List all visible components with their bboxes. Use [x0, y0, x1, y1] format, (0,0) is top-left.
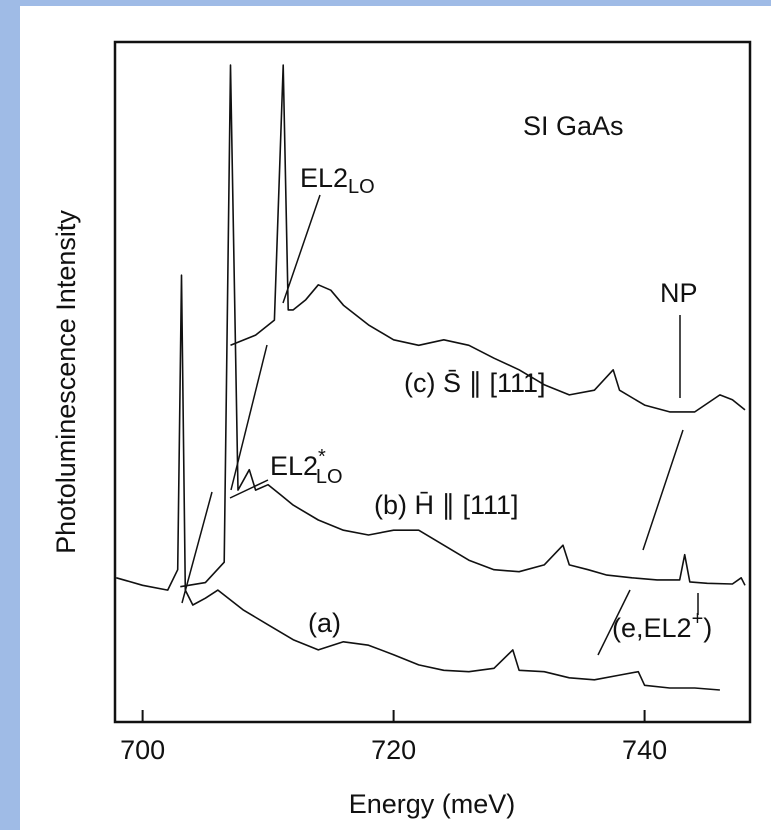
series-line: [116, 274, 720, 691]
plot-frame: [113, 40, 752, 724]
x-tick-label: 700: [120, 735, 165, 765]
annotation: EL2* LO: [270, 446, 343, 488]
annotation: (e,EL2+): [612, 608, 712, 643]
annotation-text: SI GaAs: [523, 111, 624, 141]
annotation: NP: [660, 278, 698, 308]
leader-line: [597, 589, 631, 656]
annotation-text: EL2: [270, 451, 318, 481]
annotation-text: EL2: [300, 163, 348, 193]
series-line: [180, 64, 746, 588]
leader-line: [642, 429, 684, 551]
annotation-sup: *: [318, 446, 326, 468]
leader-line: [181, 491, 213, 604]
annotation-text: (e,EL2: [612, 613, 692, 643]
annotation: SI GaAs: [523, 111, 624, 141]
series-label: (a): [308, 608, 341, 638]
x-tick-label: 740: [622, 735, 667, 765]
leader-line: [282, 194, 321, 304]
annotation-text: ): [703, 613, 712, 643]
y-axis-label: Photoluminescence Intensity: [51, 210, 81, 554]
series-line: [230, 64, 746, 413]
annotation-sub: LO: [348, 176, 375, 198]
series-label: (c) S̄ ∥ [111]: [404, 368, 546, 398]
x-axis-label: Energy (meV): [349, 789, 516, 819]
annotation-sub: LO: [316, 466, 343, 488]
panel: [20, 6, 771, 830]
annotation-sup: +: [692, 608, 704, 630]
leader-line: [229, 479, 269, 499]
x-tick-label: 720: [371, 735, 416, 765]
series-label: (b) H̄ ∥ [111]: [374, 490, 519, 520]
annotation-text: NP: [660, 278, 698, 308]
annotation: EL2LO: [300, 163, 375, 198]
